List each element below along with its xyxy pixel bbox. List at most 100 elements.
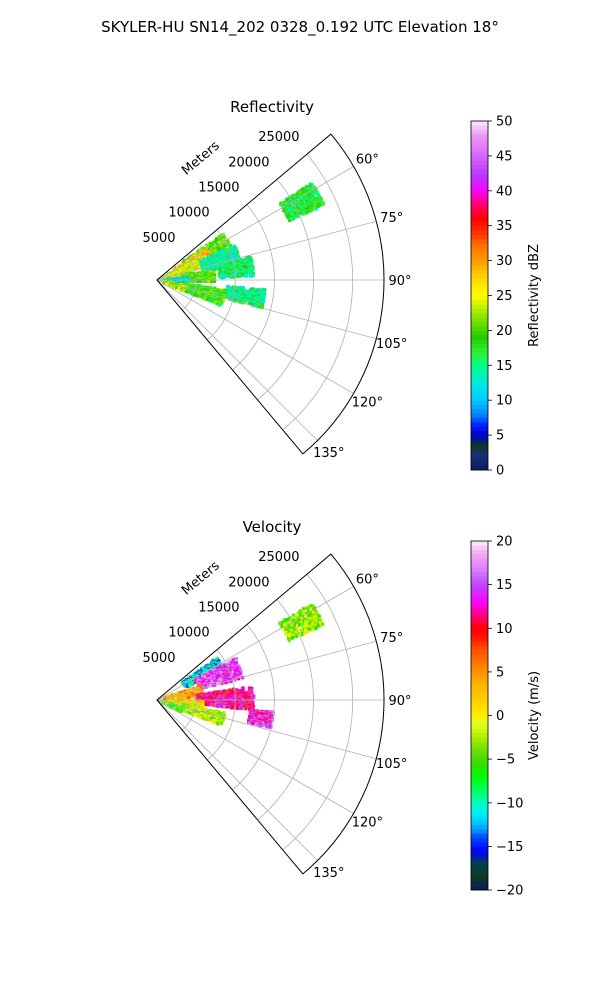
reflectivity-echo-cell [291,212,295,216]
velocity-echo-cell [179,696,182,700]
reflectivity-echo-cell [187,290,191,294]
velocity-echo-cell [314,626,318,630]
velocity-echo-cell [182,695,187,700]
reflectivity-echo-cell [236,275,240,278]
reflectivity-colorbar-segment [471,216,488,222]
reflectivity-colorbar-segment [471,138,488,144]
velocity-echo-cell [221,681,225,685]
reflectivity-echo-cell [224,255,227,258]
reflectivity-echo-cell [235,298,239,303]
reflectivity-echo-cell [178,280,182,284]
reflectivity-echo-cell [287,204,291,208]
velocity-echo-cell [187,683,192,687]
reflectivity-theta-tick-label: 135° [313,446,344,461]
reflectivity-echoes [159,182,325,310]
reflectivity-echo-cell [258,305,261,309]
reflectivity-echo-cell [235,259,238,262]
velocity-echo-cell [283,623,286,627]
reflectivity-echo-cell [250,265,255,270]
reflectivity-colorbar-segment [471,365,488,371]
velocity-echo-cell [304,607,308,610]
reflectivity-colorbar-segment [471,443,488,449]
reflectivity-echo-cell [290,217,294,221]
reflectivity-echo-cell [301,191,304,195]
reflectivity-echo-cell [202,259,207,263]
reflectivity-echo-cell [238,291,242,295]
velocity-echo-cell [219,669,223,673]
velocity-echo-cell [192,690,196,693]
reflectivity-echo-cell [225,274,230,278]
reflectivity-echo-cell [175,286,178,289]
velocity-echo-cell [206,671,210,675]
reflectivity-r-tick-label: 10000 [168,206,209,221]
reflectivity-theta-tick-label: 120° [352,396,383,411]
reflectivity-echo-cell [314,197,319,201]
reflectivity-echo-cell [203,255,207,258]
reflectivity-colorbar-segment [471,461,488,467]
velocity-echo-region [278,604,325,643]
reflectivity-echo-cell [242,274,246,278]
reflectivity-colorbar-segment [471,221,488,227]
reflectivity-r-tick-label: 15000 [198,181,239,196]
reflectivity-colorbar-segment [471,230,488,235]
reflectivity-echo-cell [302,196,306,200]
velocity-echo-cell [311,622,314,625]
velocity-echo-cell [233,669,238,673]
reflectivity-colorbar-segment [471,395,488,401]
velocity-echo-cell [191,675,195,679]
reflectivity-echo-cell [222,275,226,280]
reflectivity-colorbar-tick-label: 35 [496,219,513,234]
reflectivity-colorbar-segment [471,408,488,414]
reflectivity-colorbar-segment [471,439,488,445]
velocity-echo-cell [238,671,243,675]
reflectivity-echo-cell [311,192,314,195]
velocity-echo-region [194,657,245,691]
reflectivity-echo-cell [192,293,197,297]
reflectivity-echo-cell [206,279,210,284]
reflectivity-colorbar-tick-label: 30 [496,254,513,269]
reflectivity-echo-cell [315,189,318,192]
reflectivity-echo-cell [229,250,233,254]
reflectivity-echo-cell [319,197,323,201]
reflectivity-echo-cell [300,211,304,215]
reflectivity-colorbar-segment [471,203,488,209]
velocity-echo-cell [300,632,305,636]
reflectivity-echo-cell [307,184,311,188]
velocity-echo-cell [181,696,184,700]
reflectivity-colorbar-segment [471,195,488,200]
velocity-echo-cell [286,626,291,631]
velocity-echo-cell [194,690,199,695]
reflectivity-echo-cell [318,204,322,207]
reflectivity-colorbar-segment [471,251,488,257]
reflectivity-echo-cell [245,275,248,278]
reflectivity-echo-cell [250,262,254,266]
reflectivity-echo-cell [313,201,316,205]
reflectivity-echo-cell [304,187,307,190]
velocity-echo-cell [318,617,322,620]
reflectivity-echo-cell [194,267,198,271]
reflectivity-colorbar-segment [471,295,488,301]
velocity-echo-cell [236,668,239,671]
reflectivity-colorbar-segment [471,212,488,218]
reflectivity-echo-cell [248,260,251,263]
reflectivity-colorbar-segment [471,121,488,126]
reflectivity-echo-cell [297,198,300,202]
reflectivity-echo-cell [180,288,184,292]
velocity-echo-cell [198,671,203,676]
velocity-echo-cell [206,677,210,681]
reflectivity-echo-cell [182,289,187,293]
velocity-echo-cell [304,632,307,635]
velocity-echo-cell [216,683,220,686]
reflectivity-echo-cell [297,214,301,218]
reflectivity-echo-cell [250,295,254,298]
velocity-echo-cell [214,672,218,676]
reflectivity-echo-cell [244,266,248,271]
reflectivity-echo-cell [210,287,214,290]
velocity-echo-cell [316,612,319,616]
velocity-echo-cell [234,658,238,662]
velocity-echo-cell [200,692,204,696]
reflectivity-colorbar-segment [471,299,488,305]
velocity-echo-cell [298,618,301,621]
reflectivity-echo-cell [222,233,226,236]
velocity-echo-cell [241,676,245,680]
